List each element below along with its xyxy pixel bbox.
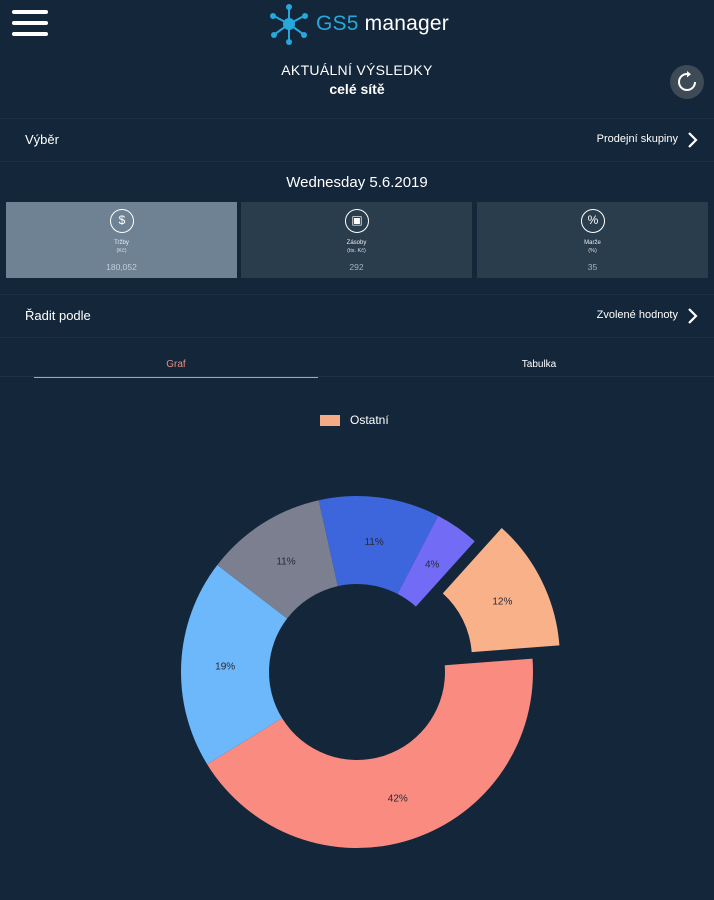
card-value: 292	[349, 262, 364, 272]
chevron-right-icon	[688, 308, 698, 324]
card-zasoby[interactable]: ▣ Zásoby (tis. Kč) 292	[241, 202, 472, 278]
refresh-icon	[678, 71, 696, 91]
tabs-divider	[0, 376, 714, 377]
pie-slice[interactable]	[442, 527, 560, 653]
dollar-icon: $	[110, 209, 134, 233]
sort-value: Zvolené hodnoty	[596, 309, 678, 321]
slice-label: 11%	[276, 557, 295, 568]
tab-graf[interactable]: Graf	[34, 352, 318, 378]
slice-label: 4%	[425, 560, 440, 571]
card-unit: (tis. Kč)	[347, 248, 366, 254]
chart-legend[interactable]: Ostatní	[320, 413, 389, 427]
legend-swatch	[320, 414, 340, 426]
view-tabs: Graf Tabulka	[0, 352, 714, 378]
sort-label: Řadit podle	[25, 308, 91, 323]
card-value: 180,052	[106, 262, 137, 272]
slice-label: 12%	[492, 597, 512, 608]
donut-chart[interactable]: 12% 42% 19% 11% 11% 4%	[0, 480, 714, 880]
tab-tabulka[interactable]: Tabulka	[521, 359, 557, 370]
refresh-button[interactable]	[670, 65, 704, 99]
selection-value: Prodejní skupiny	[596, 133, 678, 145]
slice-label: 42%	[388, 794, 408, 805]
legend-label: Ostatní	[350, 413, 389, 427]
card-marze[interactable]: % Marže (%) 35	[477, 202, 708, 278]
network-nodes-icon	[270, 4, 308, 45]
pie-slice[interactable]	[180, 564, 288, 765]
page-title: AKTUÁLNÍ VÝSLEDKY celé sítě	[0, 62, 714, 97]
app-logo: GS5 manager	[266, 2, 449, 46]
chevron-right-icon	[688, 132, 698, 148]
metric-cards: $ Tržby (Kč) 180,052 ▣ Zásoby (tis. Kč) …	[6, 202, 708, 278]
sort-row[interactable]: Řadit podle Zvolené hodnoty	[0, 294, 714, 338]
date-label: Wednesday 5.6.2019	[286, 174, 428, 191]
card-name: Tržby	[114, 240, 129, 246]
pie-slice[interactable]	[207, 658, 534, 848]
card-unit: (%)	[588, 248, 597, 254]
hamburger-menu-icon[interactable]	[12, 10, 48, 40]
card-name: Zásoby	[346, 240, 367, 246]
selection-label: Výběr	[25, 132, 59, 147]
card-value: 35	[587, 262, 598, 272]
pie-slice[interactable]	[318, 496, 439, 594]
slice-label: 19%	[215, 661, 235, 672]
app-title: GS5 manager	[316, 12, 449, 35]
calendar-icon: ▣	[345, 209, 369, 233]
percent-icon: %	[581, 209, 605, 233]
page-title-line1: AKTUÁLNÍ VÝSLEDKY	[281, 62, 433, 78]
pie-slice[interactable]	[217, 500, 338, 619]
card-unit: (Kč)	[116, 248, 127, 254]
top-bar: GS5 manager	[0, 0, 714, 52]
card-trzby[interactable]: $ Tržby (Kč) 180,052	[6, 202, 237, 278]
card-name: Marže	[584, 240, 601, 246]
page-title-line2: celé sítě	[329, 81, 385, 97]
pie-slice[interactable]	[397, 515, 475, 607]
selection-row[interactable]: Výběr Prodejní skupiny	[0, 118, 714, 162]
slice-label: 11%	[364, 537, 383, 548]
